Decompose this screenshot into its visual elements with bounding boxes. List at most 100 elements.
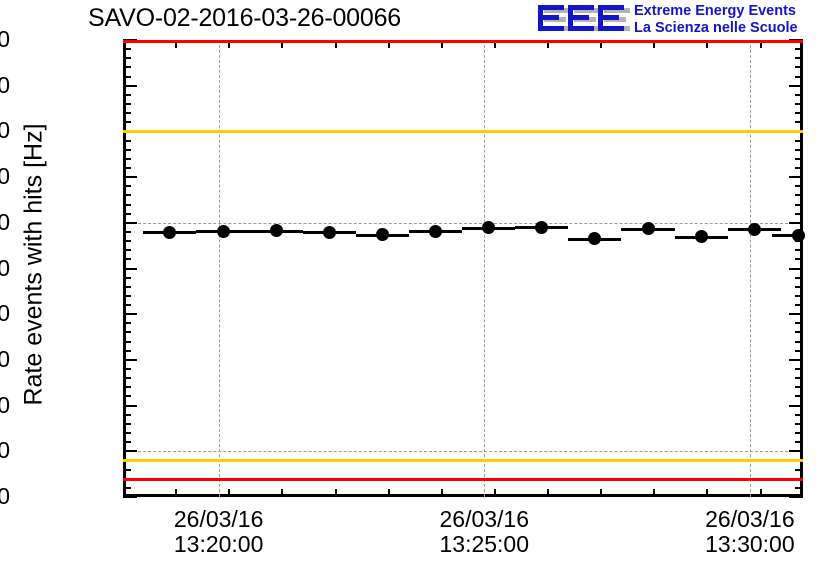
data-point <box>747 222 761 236</box>
page-title: SAVO-02-2016-03-26-00066 <box>88 4 401 32</box>
x-tick-minor <box>759 40 762 48</box>
eee-logo-text: Extreme Energy Events La Scienza nelle S… <box>634 3 798 37</box>
data-point <box>269 224 283 238</box>
x-tick-label-time: 13:20:00 <box>173 531 264 557</box>
lower-red-limit <box>123 477 803 481</box>
upper-red-limit <box>123 40 803 43</box>
y-tick-minor <box>123 75 131 78</box>
y-tick-minor <box>795 93 803 96</box>
x-tick-minor <box>547 489 549 497</box>
x-tick-minor <box>706 489 709 497</box>
y-tick-major <box>789 221 803 224</box>
y-tick-minor <box>795 386 803 389</box>
y-tick-minor <box>795 377 803 380</box>
y-tick-minor <box>123 486 131 489</box>
x-tick-label-time: 13:30:00 <box>705 531 795 557</box>
y-tick-minor <box>123 285 131 288</box>
y-tick-minor <box>123 166 131 169</box>
y-tick-label: 30 <box>0 345 10 372</box>
data-point <box>535 220 549 234</box>
x-tick-minor <box>759 489 762 497</box>
x-tick-minor <box>600 40 603 48</box>
y-tick-minor <box>795 432 803 435</box>
upper-yellow-limit <box>123 130 803 134</box>
y-tick-major <box>789 313 803 316</box>
x-tick-label: 26/03/16 13:25:00 <box>384 507 584 557</box>
gridline-vertical <box>218 40 220 497</box>
y-tick-minor <box>123 441 131 444</box>
lower-yellow-limit <box>123 459 803 463</box>
y-tick-label: 90 <box>0 71 10 98</box>
x-tick-minor <box>228 40 231 48</box>
y-axis-title: Rate events with hits [Hz] <box>19 123 48 406</box>
y-tick-minor <box>123 93 131 96</box>
y-tick-minor <box>123 121 131 124</box>
data-point <box>375 228 389 242</box>
y-tick-minor <box>123 468 131 471</box>
y-tick-minor <box>123 157 131 160</box>
x-tick-label: 26/03/16 13:20:00 <box>119 507 319 557</box>
x-tick-minor <box>334 40 337 48</box>
x-tick-minor <box>281 40 284 48</box>
y-tick-minor <box>123 413 131 416</box>
x-tick-minor <box>440 489 443 497</box>
y-tick-major <box>123 221 137 224</box>
y-tick-minor <box>123 66 131 69</box>
y-tick-major <box>123 267 137 270</box>
y-tick-minor <box>795 322 803 325</box>
y-tick-minor <box>123 294 131 297</box>
data-point <box>641 222 655 236</box>
y-tick-minor <box>123 331 131 334</box>
x-tick-minor <box>493 40 496 48</box>
y-tick-minor <box>795 102 803 105</box>
x-tick-minor <box>706 40 709 48</box>
data-point <box>588 232 602 246</box>
x-tick-label-date: 26/03/16 <box>439 506 530 532</box>
y-tick-major <box>789 267 803 270</box>
y-tick-minor <box>123 432 131 435</box>
x-tick-minor <box>653 489 656 497</box>
y-tick-minor <box>795 75 803 78</box>
y-tick-minor <box>795 194 803 197</box>
y-tick-minor <box>795 258 803 261</box>
y-tick-label: 0 <box>0 483 10 509</box>
y-tick-label: 80 <box>0 117 10 144</box>
y-tick-minor <box>123 377 131 380</box>
y-tick-minor <box>123 258 131 261</box>
y-tick-label: 100 <box>0 26 10 52</box>
y-tick-minor <box>795 331 803 334</box>
y-tick-minor <box>123 212 131 215</box>
y-tick-minor <box>123 194 131 197</box>
y-tick-minor <box>795 422 803 425</box>
y-tick-minor <box>795 486 803 489</box>
y-tick-minor <box>795 441 803 444</box>
x-tick-minor <box>281 489 284 497</box>
y-tick-label: 40 <box>0 300 10 327</box>
data-point <box>792 228 806 242</box>
x-tick-minor <box>175 40 178 48</box>
data-point <box>482 221 496 235</box>
y-tick-minor <box>123 386 131 389</box>
y-tick-minor <box>795 66 803 69</box>
y-tick-minor <box>123 139 131 142</box>
y-tick-major <box>123 450 137 453</box>
y-tick-minor <box>795 121 803 124</box>
x-tick-minor <box>653 40 656 48</box>
data-point <box>163 225 177 239</box>
error-bar-horizontal <box>772 234 803 238</box>
x-tick-label-date: 26/03/16 <box>173 506 264 532</box>
y-tick-label: 50 <box>0 254 10 281</box>
y-tick-major <box>123 496 137 498</box>
gridline-vertical <box>484 40 486 497</box>
y-tick-minor <box>123 340 131 343</box>
gridline-horizontal <box>123 222 803 224</box>
y-tick-minor <box>123 322 131 325</box>
x-tick-label: 26/03/16 13:30:00 <box>650 507 836 557</box>
y-tick-minor <box>795 48 803 51</box>
data-point <box>322 225 336 239</box>
x-tick-minor <box>493 489 496 497</box>
gridline-vertical <box>749 40 751 497</box>
y-tick-major <box>123 84 137 87</box>
y-tick-minor <box>795 57 803 60</box>
